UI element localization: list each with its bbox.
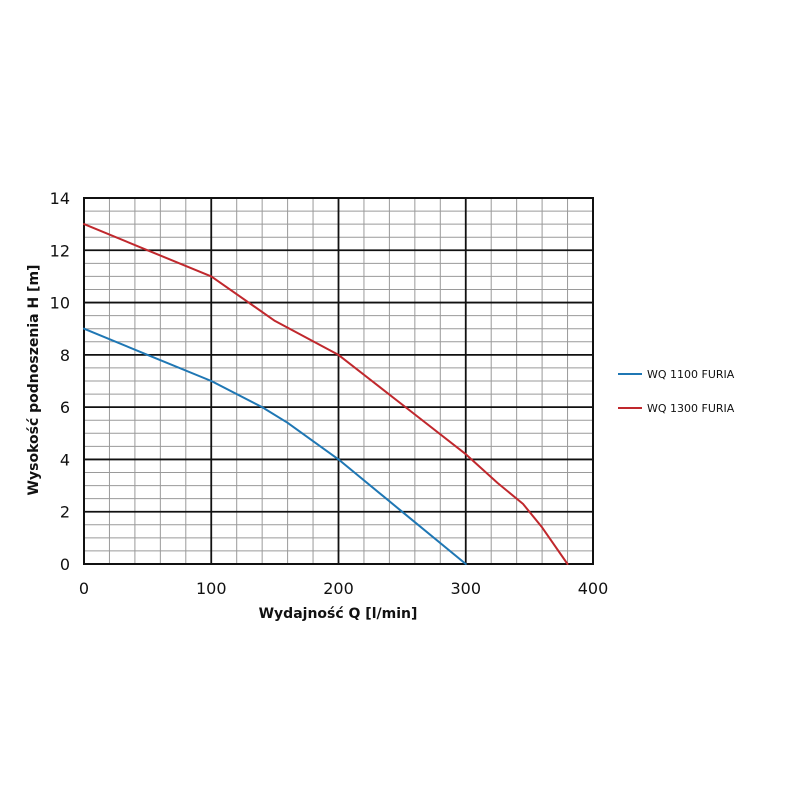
y-tick-label: 8 — [60, 346, 70, 365]
legend-label: WQ 1100 FURIA — [647, 368, 735, 381]
y-tick-label: 4 — [60, 450, 70, 469]
x-tick-label: 100 — [196, 579, 227, 598]
x-tick-label: 200 — [323, 579, 354, 598]
x-tick-label: 400 — [578, 579, 609, 598]
y-tick-label: 6 — [60, 398, 70, 417]
y-tick-label: 14 — [50, 189, 70, 208]
y-axis-label: Wysokość podnoszenia H [m] — [26, 265, 42, 496]
series-line-2 — [83, 223, 569, 565]
plot-border — [83, 197, 594, 565]
legend: WQ 1100 FURIA WQ 1300 FURIA — [618, 368, 735, 415]
y-tick-label: 2 — [60, 503, 70, 522]
major-grid — [83, 197, 594, 565]
y-tick-label: 0 — [60, 555, 70, 574]
y-tick-label: 10 — [50, 294, 70, 313]
legend-label: WQ 1300 FURIA — [647, 402, 735, 415]
tick-labels: 0 100 200 300 400 0 2 4 6 8 10 12 14 — [50, 189, 609, 598]
x-axis-label: Wydajność Q [l/min] — [259, 606, 418, 622]
y-tick-label: 12 — [50, 241, 70, 260]
x-tick-label: 300 — [450, 579, 481, 598]
series-line-1 — [83, 327, 467, 565]
x-tick-label: 0 — [79, 579, 89, 598]
series-layer — [83, 223, 569, 565]
